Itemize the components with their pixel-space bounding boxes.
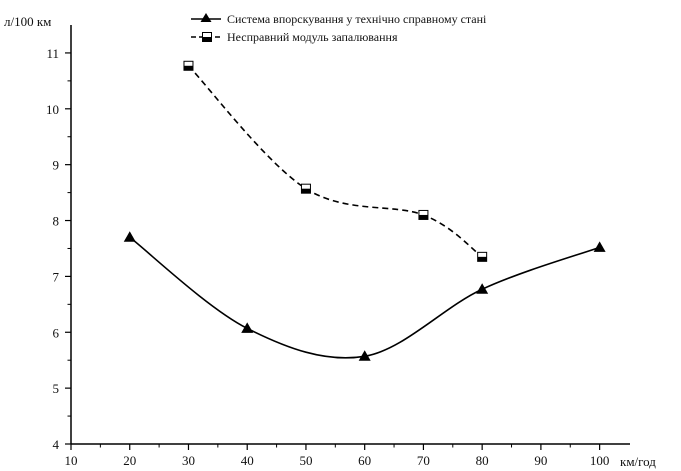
square-marker xyxy=(418,209,429,220)
y-tick-label: 11 xyxy=(46,46,59,61)
series-line-0 xyxy=(129,236,600,359)
series-line-1 xyxy=(187,65,483,258)
legend-square-icon xyxy=(202,32,212,42)
x-tick-label: 60 xyxy=(358,453,371,468)
ticks xyxy=(65,52,601,450)
triangle-marker xyxy=(358,350,371,361)
legend-triangle-icon xyxy=(200,13,212,22)
y-tick-label: 9 xyxy=(53,158,60,173)
legend: Система впорскування у технічно справном… xyxy=(191,12,487,44)
square-marker xyxy=(183,60,194,71)
y-axis-title: л/100 км xyxy=(4,14,51,29)
square-marker-fill xyxy=(301,188,311,194)
triangle-marker xyxy=(593,241,606,252)
y-tick-label: 6 xyxy=(53,325,60,340)
legend-label-working: Система впорскування у технічно справном… xyxy=(227,12,487,26)
x-tick-label: 20 xyxy=(123,453,136,468)
legend-entry-faulty: Несправний модуль запалювання xyxy=(191,30,398,44)
square-marker-fill xyxy=(477,256,487,262)
triangle-marker xyxy=(241,322,254,333)
triangle-marker xyxy=(476,283,489,294)
y-tick-label: 4 xyxy=(53,437,60,452)
square-marker xyxy=(300,183,311,194)
x-tick-label: 80 xyxy=(476,453,489,468)
y-tick-label: 10 xyxy=(46,102,59,117)
x-tick-label: 40 xyxy=(241,453,254,468)
x-tick-label: 90 xyxy=(534,453,547,468)
x-tick-label: 100 xyxy=(590,453,610,468)
square-marker-fill xyxy=(418,214,428,220)
legend-entry-working: Система впорскування у технічно справном… xyxy=(191,12,487,26)
y-tick-label: 7 xyxy=(53,269,60,284)
x-tick-label: 70 xyxy=(417,453,430,468)
legend-label-faulty: Несправний модуль запалювання xyxy=(227,30,398,44)
x-axis-title: км/год xyxy=(620,454,656,469)
y-tick-label: 8 xyxy=(53,214,60,229)
tick-labels: 10 20 30 40 50 60 70 80 90 100 4 5 6 7 8 9 10 11 xyxy=(46,46,609,468)
square-marker xyxy=(477,251,488,262)
markers xyxy=(123,60,606,361)
axes xyxy=(70,25,630,445)
square-marker-fill xyxy=(183,65,193,71)
x-tick-label: 10 xyxy=(65,453,78,468)
triangle-marker xyxy=(123,231,136,242)
y-tick-label: 5 xyxy=(53,381,60,396)
curves xyxy=(129,65,600,359)
x-tick-label: 30 xyxy=(182,453,195,468)
x-tick-label: 50 xyxy=(299,453,312,468)
